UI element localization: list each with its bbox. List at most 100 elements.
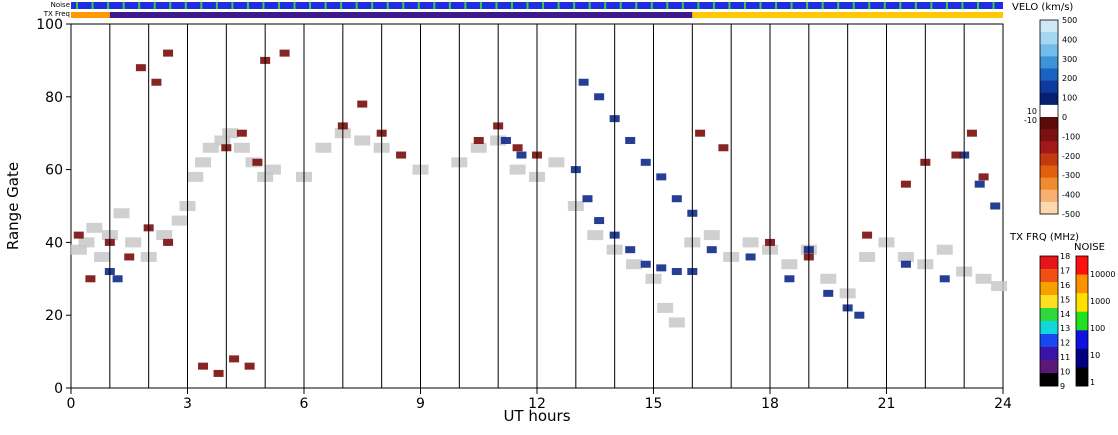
noise-bar-mark: [340, 2, 343, 9]
noise-bar-mark: [775, 2, 778, 9]
velocity-scale-swatch: [1040, 32, 1058, 45]
positive-scatter-point: [656, 264, 667, 272]
ground-scatter-point: [668, 317, 685, 328]
ground-scatter-point: [742, 237, 759, 248]
negative-scatter-point: [978, 173, 989, 181]
positive-scatter-point: [112, 275, 123, 283]
positive-scatter-point: [625, 246, 636, 254]
noise-bar-mark: [526, 2, 529, 9]
positive-scatter-point: [990, 202, 1001, 210]
txfreq-scale-tick: 9: [1060, 382, 1065, 391]
negative-scatter-point: [966, 129, 977, 137]
ground-scatter-point: [820, 273, 837, 284]
txfreq-bar-segment: [692, 12, 1003, 18]
noise-bar-mark: [91, 2, 94, 9]
ground-scatter-point: [202, 142, 219, 153]
noise-bar-mark: [495, 2, 498, 9]
velocity-scale-swatch: [1040, 153, 1058, 166]
velocity-scale-swatch: [1040, 92, 1058, 106]
noise-bar-mark: [510, 2, 513, 9]
negative-scatter-point: [151, 78, 162, 86]
velocity-scale-swatch: [1040, 80, 1058, 94]
noise-bar-mark: [930, 2, 933, 9]
noise-scale-swatch: [1076, 293, 1088, 313]
velocity-scale-tick: -100: [1062, 132, 1080, 141]
positive-scatter-point: [516, 151, 527, 159]
noise-bar-mark: [976, 2, 979, 9]
velocity-scale-swatch: [1040, 201, 1058, 215]
velocity-scale-tick: -200: [1062, 152, 1080, 161]
velocity-scale-tick: 500: [1062, 16, 1077, 25]
velocity-scale-swatch: [1040, 68, 1058, 82]
ground-scatter-point: [94, 251, 111, 262]
velocity-scale-swatch: [1040, 129, 1058, 142]
noise-scale-title: NOISE: [1074, 242, 1105, 253]
txfreq-scale-tick: 15: [1060, 295, 1070, 304]
noise-scale-swatch: [1076, 274, 1088, 294]
noise-bar-mark: [433, 2, 436, 9]
noise-scale-swatch: [1076, 256, 1088, 276]
txfreq-scale-swatch: [1040, 256, 1058, 270]
txfreq-scale-swatch: [1040, 347, 1058, 361]
ground-scatter-point: [354, 135, 371, 146]
ground-scatter-point: [315, 142, 332, 153]
noise-bar-mark: [743, 2, 746, 9]
noise-bar-mark: [604, 2, 607, 9]
noise-bar-mark: [868, 2, 871, 9]
noise-bar-mark: [293, 2, 296, 9]
ground-scatter-point: [222, 128, 239, 139]
ground-scatter-point: [975, 273, 992, 284]
x-tick-label: 24: [994, 396, 1012, 412]
noise-bar-mark: [992, 2, 995, 9]
txfreq-bar-segment: [109, 12, 693, 18]
txfreq-scale-tick: 10: [1060, 368, 1070, 377]
noise-bar-mark: [215, 2, 218, 9]
positive-scatter-point: [706, 246, 717, 254]
noise-scale-swatch: [1076, 311, 1088, 331]
positive-scatter-point: [745, 253, 756, 261]
txfreq-bar-label: TX Freq: [43, 10, 70, 18]
noise-scale-tick: 100: [1090, 324, 1105, 333]
txfreq-scale-tick: 16: [1060, 281, 1070, 290]
velocity-scale-tick: -400: [1062, 191, 1080, 200]
velocity-scale-tick: 400: [1062, 35, 1077, 44]
negative-scatter-point: [695, 129, 706, 137]
noise-bar-mark: [309, 2, 312, 9]
txfreq-scale-swatch: [1040, 308, 1058, 322]
txfreq-color-scale: 18 17 16 15 14 13 12 11 10 9: [1039, 252, 1070, 391]
txfreq-scale-tick: 12: [1060, 339, 1070, 348]
txfreq-scale-tick: 13: [1060, 324, 1070, 333]
velocity-scale-swatch: [1040, 189, 1058, 203]
velocity-scale-tick: -500: [1062, 210, 1080, 219]
noise-bar-mark: [138, 2, 141, 9]
noise-bar-mark: [169, 2, 172, 9]
noise-color-scale: 10000 1000 100 10 1: [1075, 255, 1115, 387]
positive-scatter-point: [854, 311, 865, 319]
velocity-scale-swatch: [1040, 20, 1058, 33]
y-tick-label: 100: [36, 17, 63, 33]
noise-scale-tick: 1: [1090, 378, 1095, 387]
noise-bar-mark: [806, 2, 809, 9]
y-axis-ticks: 0 20 40 60 80 100: [36, 17, 71, 397]
velocity-ground-label: -10: [1024, 116, 1037, 125]
x-tick-label: 12: [528, 396, 546, 412]
noise-bar-mark: [122, 2, 125, 9]
positive-scatter-point: [594, 217, 605, 225]
velocity-scale-frame: [1039, 19, 1059, 215]
noise-bar-mark: [107, 2, 110, 9]
noise-scale-frame: [1075, 255, 1089, 387]
x-tick-label: 3: [183, 396, 192, 412]
ground-scatter-point: [70, 244, 87, 255]
ground-scatter-point: [781, 259, 798, 270]
velocity-ground-label: 10: [1027, 107, 1037, 116]
ground-scatter-point: [156, 230, 173, 241]
positive-scatter-point: [625, 136, 636, 144]
noise-scale-tick: 1000: [1090, 297, 1110, 306]
negative-scatter-point: [951, 151, 962, 159]
negative-scatter-point: [73, 231, 84, 239]
txfreq-bar-segment: [71, 12, 110, 18]
y-tick-label: 20: [45, 308, 63, 324]
positive-scatter-point: [671, 195, 682, 203]
negative-scatter-point: [236, 129, 247, 137]
negative-scatter-point: [244, 362, 255, 370]
